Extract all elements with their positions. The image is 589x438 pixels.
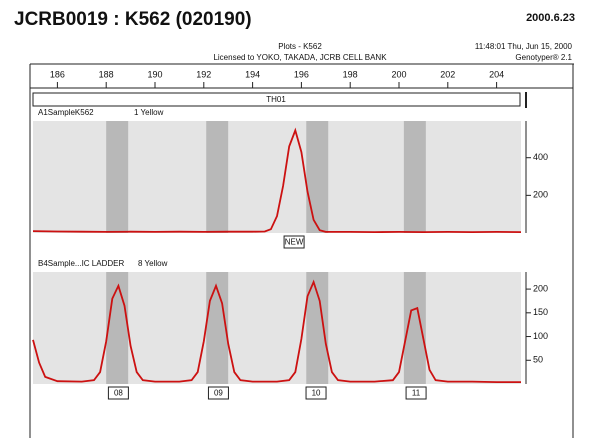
allele-bin: [206, 121, 229, 233]
y-tick-label: 400: [533, 152, 548, 162]
y-tick-label: 200: [533, 283, 548, 293]
peak-label-box: [305, 386, 327, 400]
peak-label-box: [283, 235, 305, 249]
allele-bin: [306, 121, 329, 233]
y-tick-label: 100: [533, 331, 548, 341]
x-tick-label: 200: [391, 69, 406, 79]
panel-dye: 1 Yellow: [134, 108, 164, 117]
timestamp: 11:48:01 Thu, Jun 15, 2000: [475, 42, 573, 51]
x-tick-label: 198: [343, 69, 358, 79]
x-tick-label: 188: [99, 69, 114, 79]
marker-bar: [32, 92, 521, 107]
x-tick-label: 196: [294, 69, 309, 79]
y-tick-label: 150: [533, 307, 548, 317]
allele-bin: [206, 272, 229, 384]
allele-bin: [403, 121, 426, 233]
panel-title: B4Sample...IC LADDER: [38, 259, 124, 268]
peak-label-box: [207, 386, 229, 400]
panel-title: A1SampleK562: [38, 108, 94, 117]
date: 2000.6.23: [526, 12, 575, 24]
x-tick-label: 204: [489, 69, 504, 79]
peak-label: 09: [214, 389, 223, 398]
trace: [32, 127, 522, 234]
x-tick-label: 192: [196, 69, 211, 79]
peak-label-box: [405, 386, 427, 400]
peak-label: 11: [412, 389, 421, 398]
x-tick-label: 202: [440, 69, 455, 79]
x-tick-label: 194: [245, 69, 260, 79]
marker-label: TH01: [266, 95, 286, 104]
peak-label-box: [107, 386, 129, 400]
page-title: JCRB0019 : K562 (020190): [14, 9, 252, 30]
y-tick-label: 200: [533, 190, 548, 200]
license: Licensed to YOKO, TAKADA, JCRB CELL BANK: [213, 53, 387, 62]
plot-name: Plots - K562: [278, 42, 322, 51]
software: Genotyper® 2.1: [515, 53, 572, 62]
panel-dye: 8 Yellow: [138, 259, 168, 268]
peak-label: NEW: [285, 238, 304, 247]
allele-bin: [306, 272, 329, 384]
allele-bin: [106, 121, 129, 233]
y-tick-label: 50: [533, 355, 543, 365]
x-tick-label: 190: [147, 69, 162, 79]
x-tick-label: 186: [50, 69, 65, 79]
trace: [32, 279, 521, 383]
peak-label: 10: [312, 389, 321, 398]
peak-label: 08: [114, 389, 123, 398]
allele-bin: [403, 272, 426, 384]
